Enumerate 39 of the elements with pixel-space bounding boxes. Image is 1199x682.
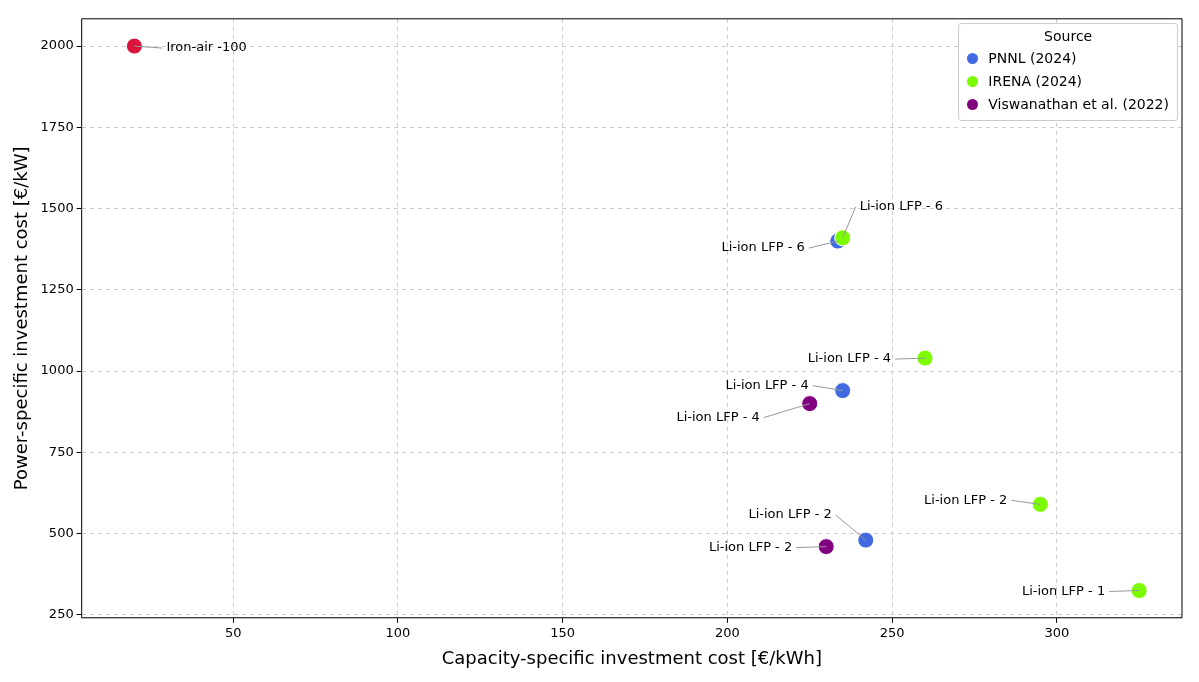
annotation: Li-ion LFP - 4	[676, 408, 760, 424]
point	[1031, 495, 1049, 513]
point	[801, 395, 819, 413]
point	[916, 349, 934, 367]
point	[817, 538, 835, 556]
y-tick-label: 1000	[40, 362, 74, 378]
x-tick-label: 250	[879, 624, 905, 640]
y-tick-label: 1500	[40, 199, 74, 215]
legend-label: Viswanathan et al. (2022)	[988, 94, 1169, 114]
y-axis-title: Power-specific investment cost [€/kW]	[10, 146, 32, 491]
legend-label: PNNL (2024)	[988, 48, 1077, 68]
x-tick-label: 100	[385, 624, 411, 640]
point	[834, 382, 852, 400]
point	[1130, 582, 1148, 599]
x-tick-label: 50	[224, 624, 242, 640]
legend-label: IRENA (2024)	[988, 71, 1083, 91]
x-tick-label: 300	[1044, 624, 1070, 640]
annotation: Li-ion LFP - 4	[807, 350, 892, 366]
x-tick-label: 200	[714, 624, 740, 640]
x-tick-label: 150	[550, 624, 576, 640]
annotation: Li-ion LFP - 2	[748, 506, 832, 522]
y-tick-label: 250	[48, 606, 74, 622]
legend-title: Source	[1043, 27, 1094, 44]
y-tick-label: 2000	[40, 37, 74, 53]
x-axis-title: Capacity-specific investment cost [€/kWh]	[441, 646, 822, 668]
annotation: Li-ion LFP - 2	[924, 491, 1008, 507]
y-tick-label: 750	[48, 443, 74, 459]
annotation: Li-ion LFP - 2	[708, 539, 793, 554]
annotation: Li-ion LFP - 6	[721, 239, 805, 255]
point	[834, 229, 852, 247]
point	[125, 37, 143, 55]
y-tick-label: 1250	[40, 281, 74, 297]
y-tick-label: 1750	[40, 118, 74, 134]
point	[857, 531, 875, 549]
y-tick-label: 500	[48, 525, 74, 540]
annotation: Li-ion LFP - 4	[725, 376, 809, 392]
annotation: Li-ion LFP - 1	[1021, 582, 1106, 598]
annotation: Li-ion LFP - 6	[859, 198, 943, 214]
annotation: Iron-air -100	[166, 39, 247, 55]
